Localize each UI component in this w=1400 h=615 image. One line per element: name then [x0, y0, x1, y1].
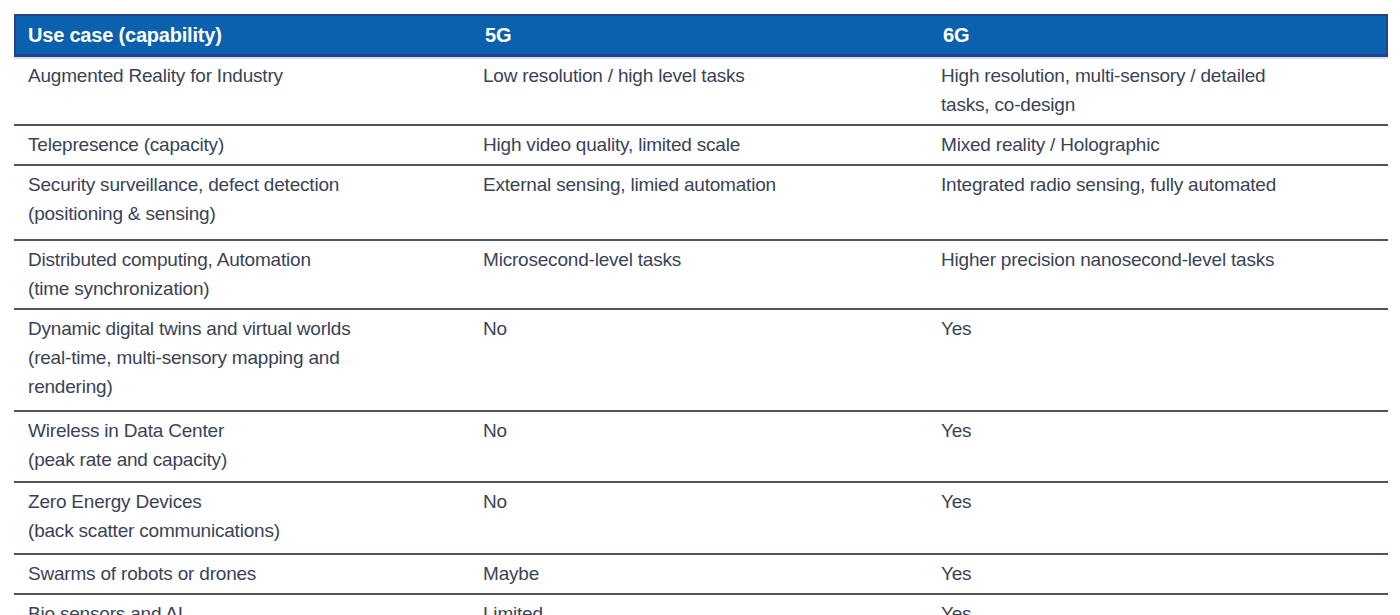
use-case-cell: Security surveillance, defect detection …: [14, 166, 483, 239]
column-header-use-case: Use case (capability): [16, 24, 485, 47]
use-case-cell: Dynamic digital twins and virtual worlds…: [14, 310, 483, 410]
table-row: Zero Energy Devices (back scatter commun…: [14, 483, 1388, 555]
cell-6g: Yes: [941, 310, 1388, 352]
cell-5g: Limited: [483, 595, 941, 615]
cell-6g: Yes: [941, 595, 1388, 615]
use-case-cell: Wireless in Data Center (peak rate and c…: [14, 412, 483, 481]
table-row: Telepresence (capacity) High video quali…: [14, 126, 1388, 166]
table-body: Augmented Reality for Industry Low resol…: [14, 57, 1388, 615]
table-row: Security surveillance, defect detection …: [14, 166, 1388, 241]
cell-5g: No: [483, 412, 941, 452]
page: Use case (capability) 5G 6G Augmented Re…: [0, 0, 1400, 615]
use-case-cell: Bio sensors and AI: [14, 595, 483, 615]
cell-5g: No: [483, 310, 941, 352]
table-row: Distributed computing, Automation (time …: [14, 241, 1388, 310]
cell-5g: Maybe: [483, 555, 941, 593]
use-case-cell: Augmented Reality for Industry: [14, 57, 483, 95]
cell-6g: Mixed reality / Holographic: [941, 126, 1388, 164]
cell-5g: High video quality, limited scale: [483, 126, 941, 164]
column-header-5g: 5G: [485, 24, 943, 47]
use-case-cell: Distributed computing, Automation (time …: [14, 241, 483, 308]
cell-6g: Yes: [941, 412, 1388, 452]
table-header-row: Use case (capability) 5G 6G: [14, 14, 1388, 57]
cell-5g: External sensing, limied automation: [483, 166, 941, 210]
cell-5g: Microsecond-level tasks: [483, 241, 941, 279]
cell-6g: Integrated radio sensing, fully automate…: [941, 166, 1388, 210]
cell-6g: Higher precision nanosecond-level tasks: [941, 241, 1388, 279]
cell-6g: Yes: [941, 555, 1388, 593]
cell-5g: Low resolution / high level tasks: [483, 57, 941, 95]
cell-6g: High resolution, multi-sensory / detaile…: [941, 57, 1388, 124]
comparison-table: Use case (capability) 5G 6G Augmented Re…: [14, 14, 1388, 615]
use-case-cell: Telepresence (capacity): [14, 126, 483, 164]
table-row: Dynamic digital twins and virtual worlds…: [14, 310, 1388, 412]
cell-5g: No: [483, 483, 941, 524]
use-case-cell: Zero Energy Devices (back scatter commun…: [14, 483, 483, 553]
table-row: Bio sensors and AI Limited Yes: [14, 595, 1388, 615]
table-row: Wireless in Data Center (peak rate and c…: [14, 412, 1388, 483]
column-header-6g: 6G: [943, 24, 1386, 47]
table-row: Augmented Reality for Industry Low resol…: [14, 57, 1388, 126]
cell-6g: Yes: [941, 483, 1388, 524]
use-case-cell: Swarms of robots or drones: [14, 555, 483, 593]
table-row: Swarms of robots or drones Maybe Yes: [14, 555, 1388, 595]
